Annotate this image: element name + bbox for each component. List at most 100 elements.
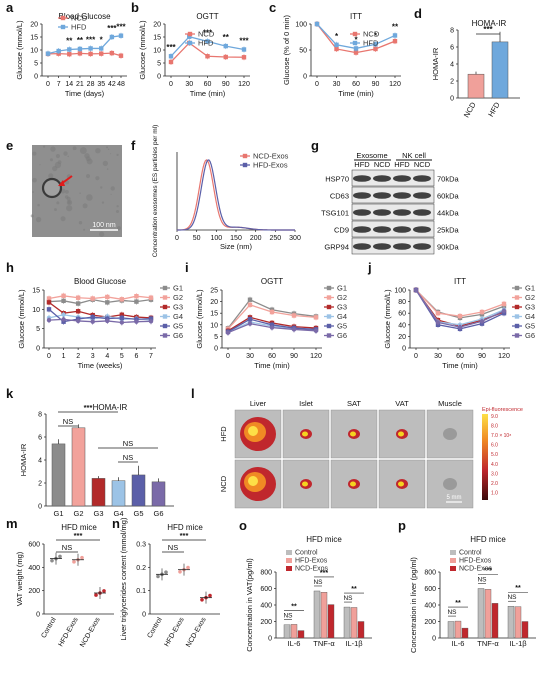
legend-label: NCD-Exos (459, 566, 493, 573)
significance: *** (116, 23, 126, 32)
data-point-HFD (46, 51, 50, 55)
blot-band (413, 209, 431, 216)
x-tick-label: 0 (414, 353, 418, 360)
data-point-G2 (270, 310, 274, 314)
chart-m: 0 200 400 600 HFD mice VAT weight (mg) Control… (15, 523, 114, 649)
chart-title: HOMA-IR (93, 403, 128, 412)
blot-band (393, 209, 411, 216)
y-tick-label: 25 (210, 288, 218, 295)
noise (111, 186, 115, 190)
x-tick-label: G3 (93, 509, 103, 518)
signal (248, 426, 258, 436)
kda-label: 70kDa (437, 175, 460, 184)
bar-Control (478, 589, 484, 639)
data-point-G3 (47, 300, 51, 304)
y-tick-label: 0 (450, 96, 454, 103)
group-label: NCD (219, 475, 228, 492)
panel-letter-e: e (6, 138, 13, 153)
y-tick-label: 10 (210, 322, 218, 329)
y-tick-label: 5 (34, 61, 38, 68)
significance: *** (180, 531, 189, 540)
significance: ** (515, 585, 521, 592)
bar-HFD-Exos (291, 624, 297, 638)
scale-label: 5 mm (447, 495, 462, 501)
data-point (156, 575, 160, 579)
x-tick-label: 120 (498, 353, 510, 360)
data-point-G5 (47, 307, 51, 311)
noise (86, 194, 93, 201)
noise (108, 149, 109, 150)
noise (61, 216, 66, 221)
colorbar-tick: 3.0 (491, 471, 498, 477)
y-axis-label: Concentration in VAT(pg/ml) (245, 558, 254, 652)
significance: ** (66, 36, 73, 45)
bar-G1 (52, 444, 65, 506)
y-tick-label: 600 (260, 586, 272, 593)
legend-marker (515, 305, 519, 309)
data-point-G2 (292, 313, 296, 317)
noise (103, 161, 108, 166)
noise (111, 194, 112, 195)
data-point-HFD (315, 22, 319, 26)
organ-label: SAT (347, 399, 361, 408)
lane-label: NCD (414, 160, 431, 169)
data-point-NCD (119, 54, 123, 58)
data-point-G2 (134, 294, 138, 298)
legend-label: NCD (71, 14, 88, 23)
significance: ** (351, 586, 357, 593)
western-blot: Exosome NK cellHFD NCD HFD NCDHSP70 70kDaCD63… (321, 151, 459, 254)
y-tick-label: 20 (210, 299, 218, 306)
x-tick-label: 200 (250, 235, 262, 242)
chart-title: HFD mice (470, 535, 506, 544)
signal (350, 482, 356, 487)
x-axis-label: Size (nm) (220, 242, 253, 251)
panel-letter-g: g (311, 138, 319, 153)
blot-band (413, 175, 431, 182)
y-tick-label: 800 (424, 570, 436, 577)
bar-HFD-Exos (321, 592, 327, 638)
data-point-G2 (105, 295, 109, 299)
legend-marker (163, 305, 167, 309)
y-tick-label: 20 (153, 22, 161, 29)
noise (37, 204, 40, 207)
x-tick-label: 90 (372, 81, 380, 88)
data-point-HFD (334, 43, 338, 47)
legend-label: NCD (363, 30, 380, 39)
noise (107, 168, 109, 170)
y-tick-label: 2 (38, 481, 42, 488)
signal (302, 432, 308, 437)
data-point-G1 (248, 298, 252, 302)
data-point-G6 (149, 319, 153, 323)
x-tick-label: 90 (290, 353, 298, 360)
y-tick-label: 600 (424, 586, 436, 593)
protein-label: CD9 (334, 226, 349, 235)
y-tick-label: 4 (450, 62, 454, 69)
significance: *** (86, 35, 96, 44)
y-tick-label: 15 (32, 288, 40, 295)
data-point (164, 570, 168, 574)
bar-NCD-Exos (522, 622, 528, 639)
legend-label: G4 (525, 312, 535, 321)
y-tick-label: 20 (30, 22, 38, 29)
y-tick-label: 200 (424, 619, 436, 626)
legend-marker (515, 295, 519, 299)
blot-band (373, 175, 391, 182)
legend-label: G3 (173, 303, 183, 312)
organ-label: VAT (395, 399, 409, 408)
chart-title: Blood Glucose (74, 277, 127, 286)
y-tick-label: 100 (394, 288, 406, 295)
colorbar-tick: 6.0 (491, 443, 498, 449)
noise (32, 178, 37, 183)
bar-HFD (492, 42, 508, 98)
data-point (58, 555, 62, 559)
blot-band (373, 192, 391, 199)
blot-band (353, 192, 371, 199)
y-tick-label: 400 (260, 603, 272, 610)
blot-band (373, 243, 391, 250)
y-tick-label: 0 (402, 346, 406, 353)
organ-label: Islet (299, 399, 314, 408)
kda-label: 44kDa (437, 209, 460, 218)
legend-label: G2 (337, 293, 347, 302)
y-tick-label: 5 (36, 326, 40, 333)
